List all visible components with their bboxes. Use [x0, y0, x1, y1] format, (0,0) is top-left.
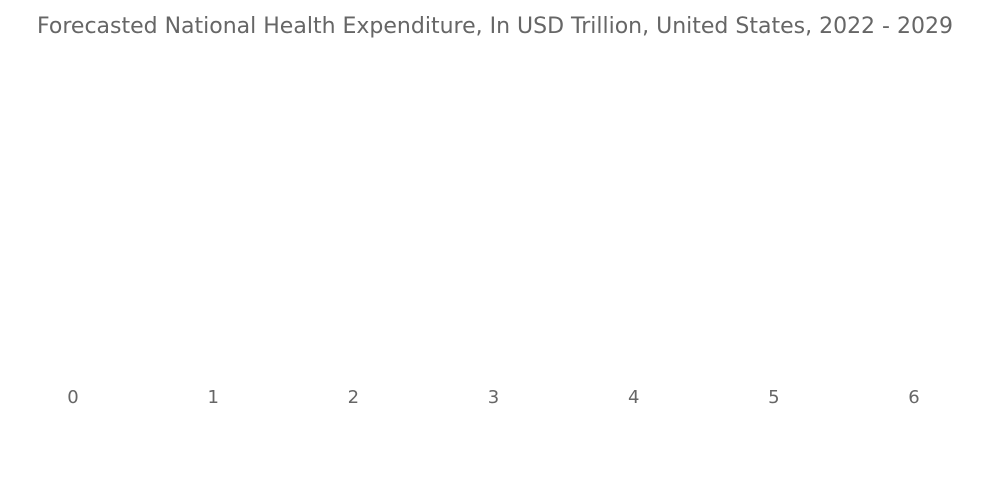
- x-tick-label: 4: [628, 387, 639, 408]
- x-axis-ticks: 0 1 2 3 4 5 6: [67, 387, 919, 408]
- x-tick-label: 3: [488, 387, 499, 408]
- chart-title: Forecasted National Health Expenditure, …: [37, 14, 953, 39]
- x-tick-label: 0: [67, 387, 78, 408]
- x-tick-label: 1: [207, 387, 218, 408]
- x-tick-label: 2: [348, 387, 359, 408]
- x-tick-label: 5: [768, 387, 779, 408]
- x-tick-label: 6: [908, 387, 919, 408]
